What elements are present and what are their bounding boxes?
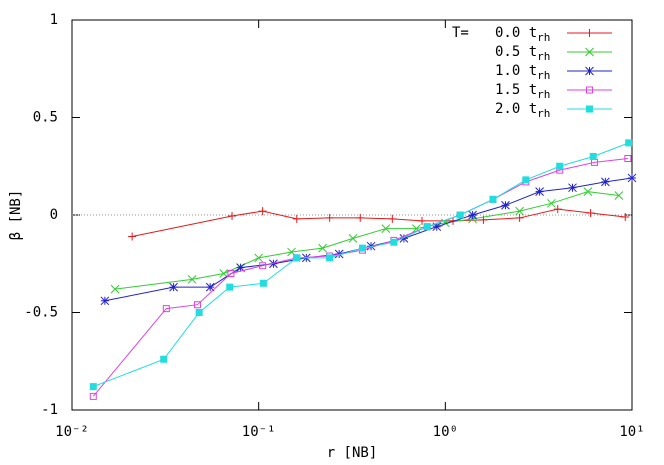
legend-title: T=	[452, 25, 469, 41]
point	[258, 207, 267, 216]
point	[625, 139, 633, 147]
point	[624, 154, 632, 162]
legend-marker	[586, 105, 593, 113]
legend-marker	[585, 47, 594, 57]
point	[501, 200, 510, 210]
point	[359, 244, 367, 252]
point	[226, 283, 234, 291]
x-axis-label: r [NB]	[327, 445, 378, 461]
series-line	[92, 157, 628, 397]
legend-subscript: rh	[537, 50, 550, 63]
point	[236, 263, 245, 273]
legend-label: 1.0 t	[495, 63, 537, 79]
point	[568, 183, 577, 193]
y-tick-label: 0	[50, 207, 58, 223]
point	[293, 254, 301, 262]
point	[348, 234, 358, 243]
point	[399, 234, 409, 243]
point	[89, 383, 97, 391]
legend-marker	[586, 86, 593, 94]
point	[205, 282, 215, 292]
point	[160, 355, 168, 363]
point	[187, 274, 197, 284]
point	[432, 222, 442, 232]
point	[356, 213, 365, 222]
point	[89, 392, 97, 400]
point	[162, 305, 170, 313]
x-tick-label: 10¹	[619, 424, 644, 440]
y-tick-label: -1	[41, 402, 58, 418]
point	[325, 213, 334, 222]
y-tick-label: 0.5	[33, 110, 58, 126]
point	[515, 213, 524, 222]
legend-subscript: rh	[537, 107, 550, 120]
point	[440, 218, 450, 228]
point	[456, 211, 464, 219]
point	[423, 223, 431, 231]
point	[269, 259, 278, 269]
point	[169, 282, 178, 292]
series-line	[104, 177, 633, 302]
point	[110, 284, 120, 294]
legend-label: 0.5 t	[495, 44, 537, 60]
point	[292, 214, 301, 223]
point	[418, 216, 427, 225]
point	[489, 195, 497, 203]
y-tick-label: 1	[50, 12, 58, 28]
x-tick-label: 10⁰	[433, 424, 458, 440]
y-axis-label: β [NB]	[8, 190, 24, 241]
point	[100, 296, 110, 306]
point	[318, 243, 327, 253]
point	[515, 206, 524, 216]
series-line	[114, 191, 619, 290]
legend-subscript: rh	[537, 69, 550, 82]
point	[589, 153, 597, 160]
legend-label: 2.0 t	[495, 101, 537, 117]
point	[586, 209, 595, 218]
x-tick-label: 10⁻¹	[242, 424, 276, 440]
legend-subscript: rh	[537, 88, 550, 101]
point	[547, 198, 556, 208]
point	[195, 309, 203, 316]
point	[412, 224, 421, 234]
point	[381, 224, 391, 234]
point	[583, 187, 593, 196]
point	[556, 162, 564, 170]
point	[259, 262, 267, 270]
series-line	[93, 142, 629, 388]
legend-subscript: rh	[537, 31, 550, 44]
point	[621, 212, 630, 221]
point	[553, 205, 562, 214]
point	[614, 191, 624, 200]
point	[468, 210, 477, 220]
point	[601, 177, 610, 187]
point	[627, 173, 637, 183]
point	[227, 270, 235, 277]
point	[390, 238, 398, 246]
point	[228, 211, 237, 220]
point	[326, 254, 334, 262]
point	[535, 187, 544, 196]
legend-label: 0.0 t	[495, 25, 537, 41]
point	[522, 176, 530, 184]
legend-marker	[585, 66, 594, 76]
point	[259, 279, 267, 287]
series-line	[132, 208, 626, 237]
y-tick-label: -0.5	[24, 305, 58, 321]
legend-label: 1.5 t	[495, 82, 537, 98]
x-tick-label: 10⁻²	[55, 424, 89, 440]
point	[128, 232, 137, 241]
legend-marker	[585, 29, 594, 37]
point	[254, 253, 264, 263]
point	[388, 214, 397, 223]
point	[193, 301, 201, 309]
